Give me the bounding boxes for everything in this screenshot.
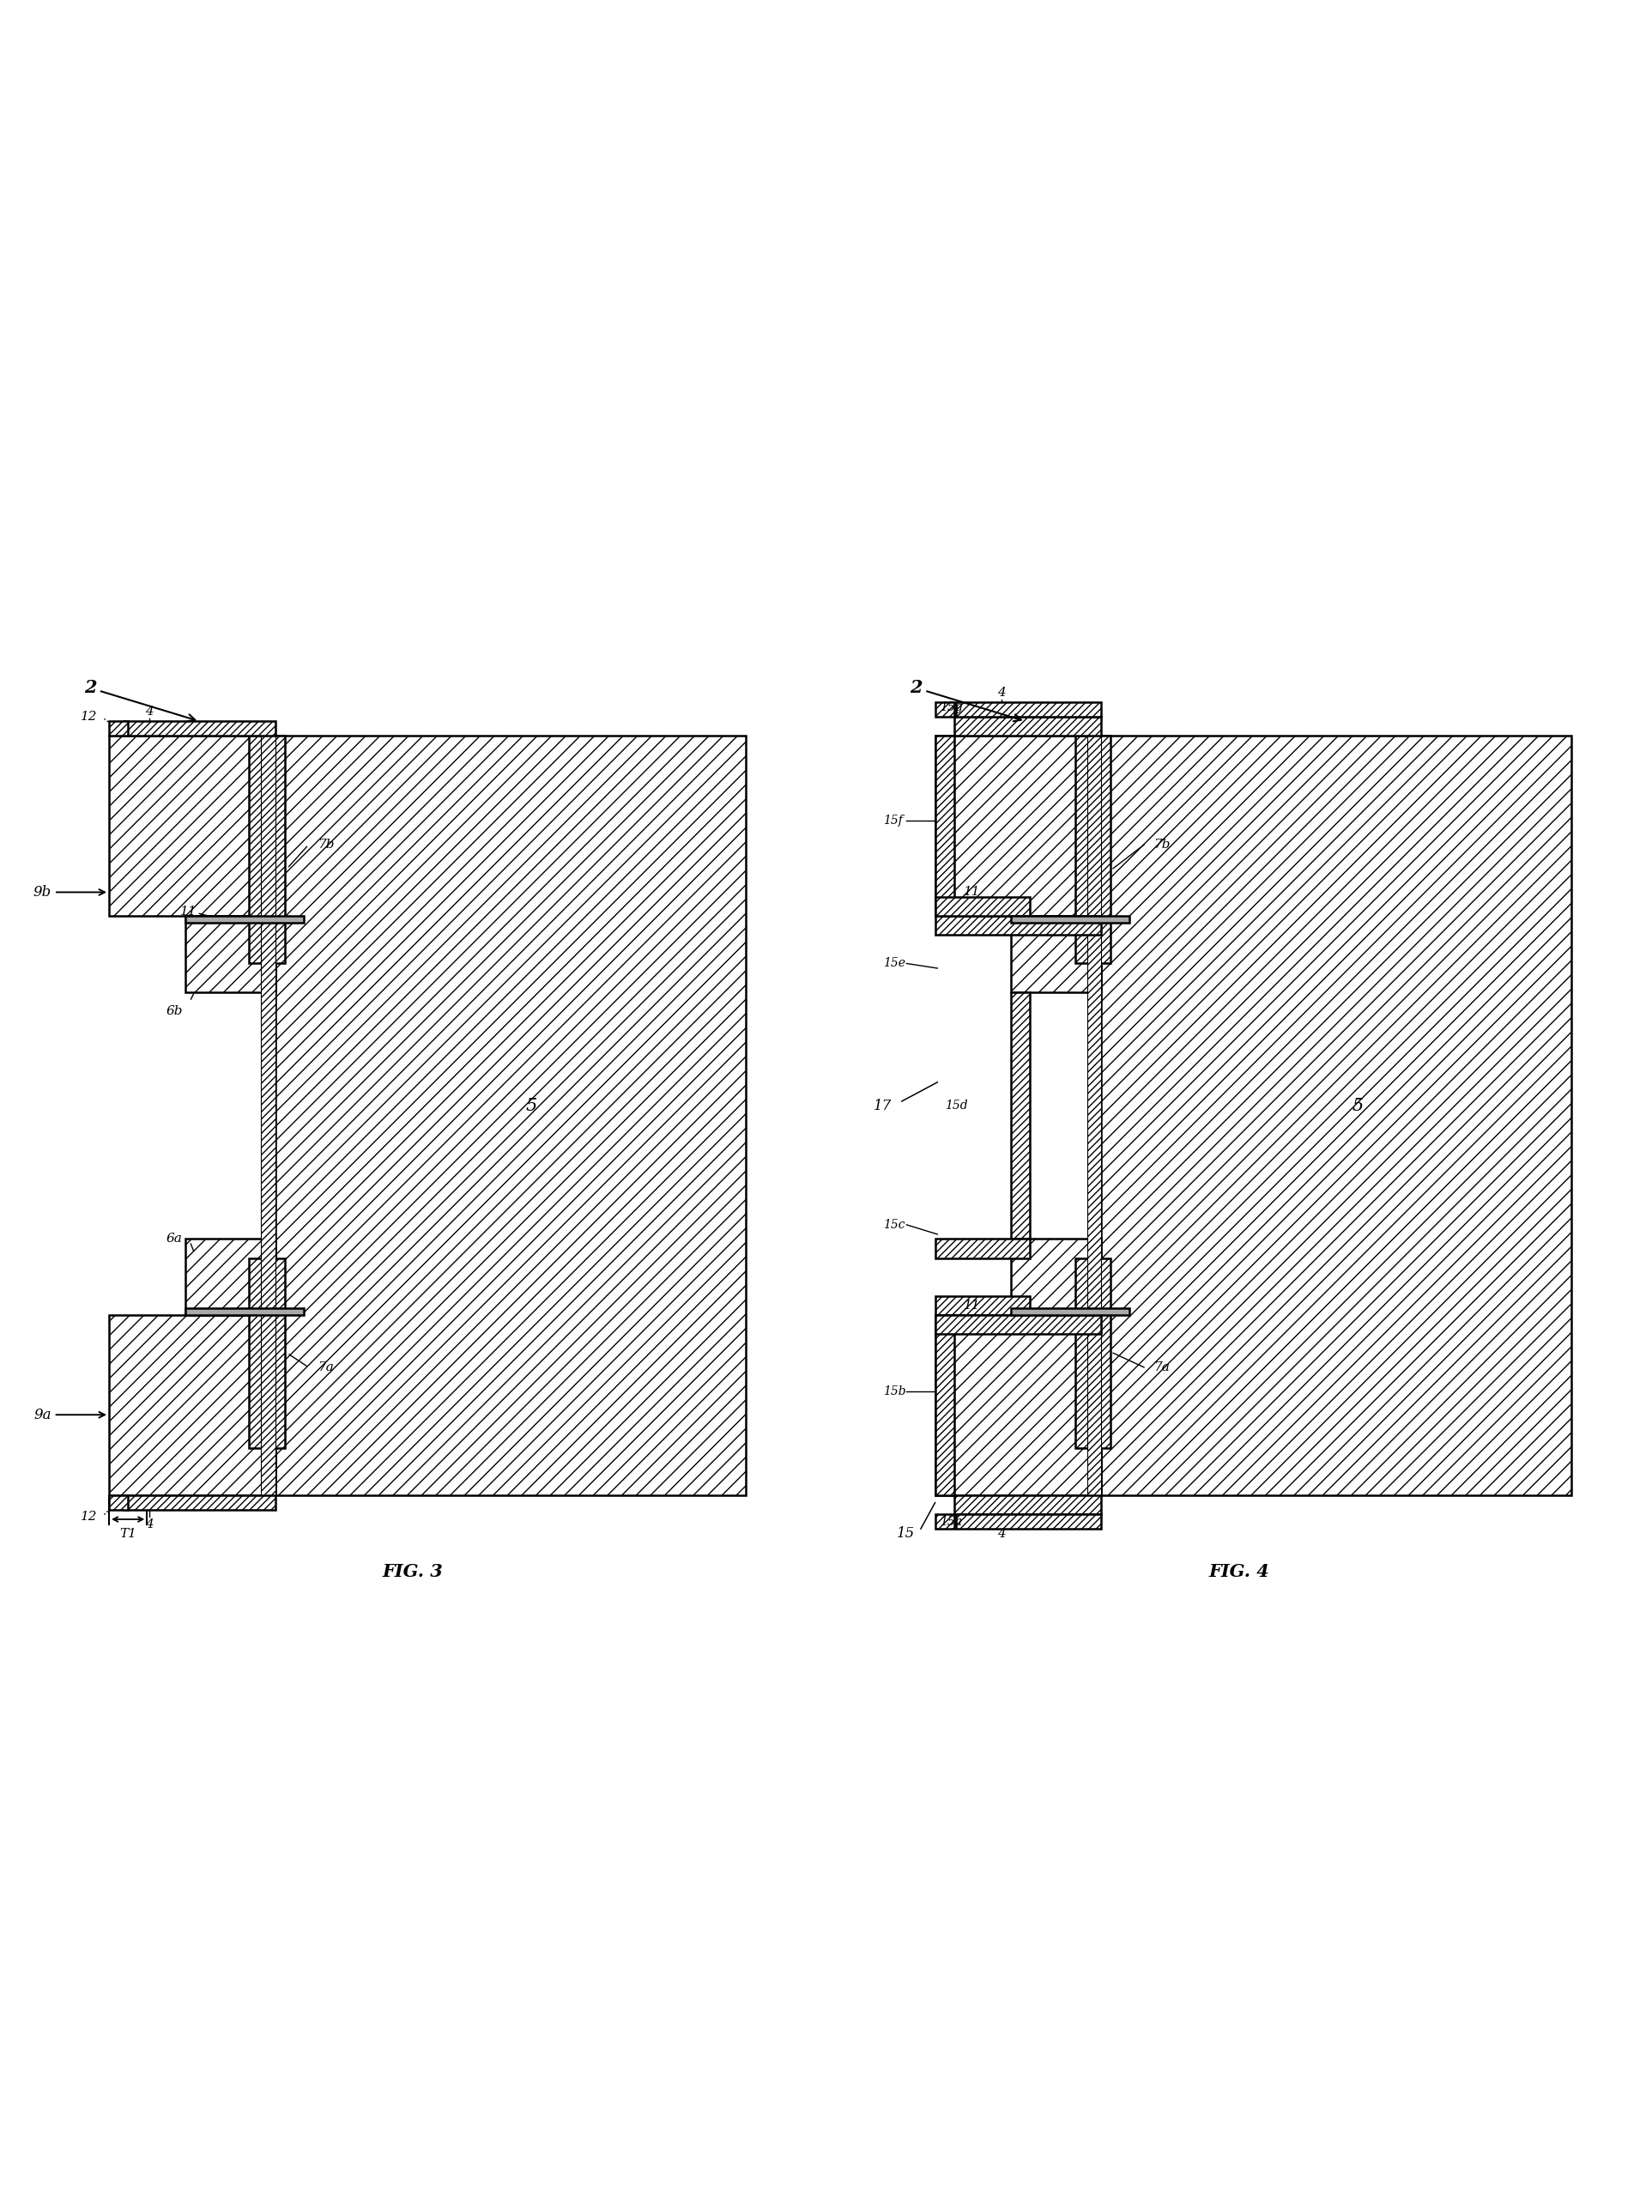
Text: 4: 4 <box>998 1528 1006 1540</box>
Bar <box>1011 1307 1130 1314</box>
Text: 6a: 6a <box>165 1232 182 1245</box>
Bar <box>935 734 1102 916</box>
Text: 9b: 9b <box>33 885 104 900</box>
Bar <box>955 717 1102 734</box>
Bar <box>935 1314 1102 1495</box>
Text: 17: 17 <box>874 1099 892 1113</box>
Bar <box>1011 991 1031 1239</box>
Text: 2: 2 <box>84 679 195 721</box>
Bar <box>109 734 276 916</box>
Text: FIG. 4: FIG. 4 <box>1209 1564 1269 1579</box>
Bar <box>185 1239 276 1314</box>
Bar <box>185 916 304 922</box>
Bar <box>109 1314 276 1495</box>
Text: 11: 11 <box>180 905 197 918</box>
Text: 11: 11 <box>963 1298 980 1312</box>
Bar <box>935 1314 955 1495</box>
Bar <box>935 1314 1102 1334</box>
Bar <box>955 1495 1102 1515</box>
Text: 4: 4 <box>145 706 154 717</box>
Text: 15f: 15f <box>882 814 902 827</box>
Bar <box>1102 734 1571 1495</box>
Text: 2: 2 <box>910 679 1021 721</box>
Bar <box>124 1495 276 1511</box>
Bar <box>935 1239 1031 1259</box>
Text: 4: 4 <box>998 686 1006 699</box>
Text: 12: 12 <box>81 710 97 723</box>
Bar <box>1011 1239 1102 1314</box>
Bar <box>1011 916 1102 991</box>
Text: 15: 15 <box>897 1526 915 1542</box>
Bar <box>957 1515 1102 1528</box>
Bar <box>1011 916 1130 922</box>
Bar <box>935 701 955 717</box>
Bar <box>124 721 276 734</box>
Text: 15g: 15g <box>940 701 963 712</box>
Text: 6b: 6b <box>165 1004 183 1018</box>
Text: 7a: 7a <box>319 1360 334 1374</box>
Text: 15c: 15c <box>882 1219 905 1230</box>
Text: T1: T1 <box>119 1528 137 1540</box>
Text: 15b: 15b <box>882 1385 905 1398</box>
Text: 15d: 15d <box>945 1099 968 1113</box>
Bar <box>261 734 276 1495</box>
Bar <box>935 1296 1031 1314</box>
Text: 12: 12 <box>81 1511 97 1522</box>
Bar <box>185 1307 304 1314</box>
Text: 5: 5 <box>525 1097 537 1115</box>
Bar <box>935 734 955 916</box>
Text: 9a: 9a <box>33 1407 104 1422</box>
Bar <box>935 1515 955 1528</box>
Bar <box>249 734 284 964</box>
Bar <box>935 898 1031 916</box>
Text: FIG. 3: FIG. 3 <box>383 1564 443 1579</box>
Bar <box>957 701 1102 717</box>
Text: 15e: 15e <box>882 958 905 969</box>
Bar <box>185 916 276 991</box>
Bar <box>1075 1259 1110 1449</box>
Bar <box>109 1495 129 1511</box>
Text: 4: 4 <box>145 1517 154 1531</box>
Text: 7b: 7b <box>1153 838 1170 852</box>
Text: 11: 11 <box>963 887 980 898</box>
Bar <box>1075 734 1110 964</box>
Text: 15a: 15a <box>940 1515 961 1528</box>
Bar <box>935 916 1102 936</box>
Text: 7b: 7b <box>319 838 335 852</box>
Text: 7a: 7a <box>1153 1360 1170 1374</box>
Text: 5: 5 <box>1351 1097 1363 1115</box>
Bar <box>1087 734 1102 1495</box>
Bar <box>276 734 745 1495</box>
Bar <box>109 721 129 734</box>
Bar <box>249 1259 284 1449</box>
